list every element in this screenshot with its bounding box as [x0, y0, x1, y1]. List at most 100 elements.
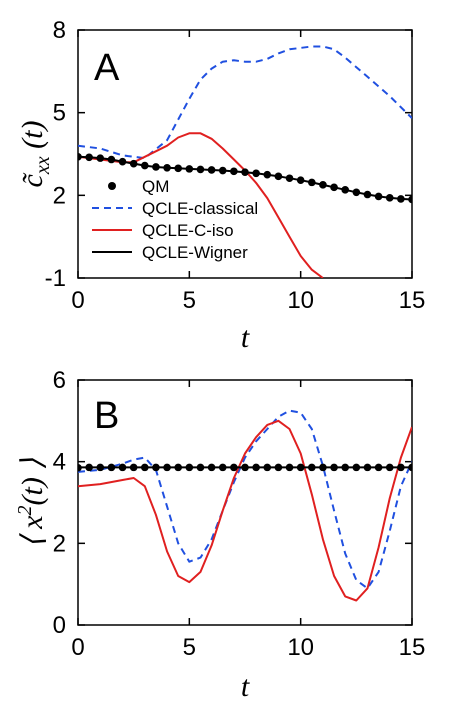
panel-a-plot-frame — [77, 29, 413, 279]
panel-b-ytick-label: 6 — [53, 367, 66, 394]
panel-b-point-qm — [141, 463, 149, 472]
panel-a-point-qm — [330, 183, 338, 192]
panel-a-point-qm — [196, 165, 205, 174]
panel-a-ytick-label: -1 — [45, 265, 66, 292]
panel-b-line-qcle-c-iso — [78, 419, 412, 602]
panel-b-point-qm — [363, 463, 372, 472]
panel-b-xtick-label: 10 — [287, 634, 314, 661]
panel-a-point-qm — [118, 157, 127, 166]
panel-a-point-qm — [252, 169, 260, 178]
panel-a-point-qm — [174, 164, 182, 173]
panel-a-point-qm — [408, 195, 412, 204]
panel-a-point-qm — [129, 159, 138, 168]
panel-b-ytick-label: 2 — [53, 530, 66, 557]
panel-a-xtick-label: 5 — [183, 287, 196, 314]
panel-a-point-qm — [363, 190, 372, 199]
panel-b-point-qm — [385, 463, 394, 472]
panel-a-point-qm — [96, 154, 105, 162]
panel-a-point-qm — [352, 188, 361, 197]
panel-b-point-qm — [330, 463, 338, 472]
panel-b-point-qm — [107, 463, 116, 472]
panel-a-point-qm — [263, 170, 272, 179]
panel-b-ylabel-pre: ⟨ x — [16, 515, 49, 548]
panel-b-point-qm — [397, 463, 405, 472]
panel-b-point-qm — [118, 463, 127, 472]
panel-a-point-qm — [152, 163, 160, 171]
panel-a-point-qm — [319, 181, 327, 189]
legend: QM QCLE-classical QCLE-C-iso QCLE-Wigner — [92, 177, 258, 262]
panel-b-point-qm — [252, 463, 260, 472]
panel-a-ylabel-tail: (t) — [16, 121, 49, 157]
panel-b-ytick-label: 0 — [53, 612, 66, 639]
panel-b-ylabel: ⟨ x2(t) ⟩ — [14, 458, 49, 548]
panel-b-point-qm — [78, 463, 82, 472]
panel-b-point-qm — [352, 463, 361, 472]
panel-b-plot-frame — [77, 379, 413, 626]
panel-b-point-qm — [230, 463, 238, 472]
panel-a-letter: A — [94, 47, 120, 89]
panel-a-series — [78, 45, 412, 278]
panel-a-point-qm — [296, 176, 305, 184]
legend-label-qcle-classical: QCLE-classical — [142, 199, 258, 218]
panel-b-series — [78, 409, 412, 602]
panel-b-point-qm — [296, 463, 305, 472]
panel-a-point-qm — [308, 178, 316, 187]
panel-b-xlabel: t — [241, 670, 250, 703]
panel-a-xlabel: t — [241, 321, 250, 354]
panel-a-ytick-label: 2 — [53, 182, 66, 209]
panel-b-ytick-label: 4 — [53, 449, 66, 476]
panel-a-ytick-label: 5 — [53, 100, 66, 127]
panel-b-point-qm — [96, 463, 105, 472]
panel-a-point-qm — [207, 166, 216, 174]
panel-a-point-qm — [141, 161, 149, 170]
panel-b-xtick-label: 0 — [71, 634, 84, 661]
panel-a-point-qm — [274, 172, 283, 181]
panel-b-point-qm — [207, 463, 216, 472]
panel-a-point-qm — [374, 192, 383, 201]
panel-a-point-qm — [78, 152, 82, 161]
panel-b-point-qm — [341, 463, 350, 472]
panel-a-point-qm — [397, 195, 405, 203]
panel-a-point-qm — [85, 153, 93, 162]
panel-b-point-qm — [374, 463, 383, 472]
panel-b-xtick-label: 15 — [399, 634, 426, 661]
panel-a: A 0 5 10 15 -1 2 5 8 QM QCLE-classical QCLE-C-iso… — [16, 17, 425, 354]
panel-b-point-qm — [218, 463, 227, 472]
panel-b-point-qm — [85, 463, 93, 472]
panel-b-point-qm — [174, 463, 182, 472]
svg-text:c̃xx (t): c̃xx (t) — [16, 121, 54, 188]
panel-b-ticks: 0 5 10 15 0 2 4 6 — [53, 367, 426, 661]
panel-b-point-qm — [129, 463, 138, 472]
panel-a-ylabel-main: c̃ — [16, 173, 49, 188]
panel-b: B 0 5 10 15 0 2 4 6 t ⟨ x2(t) ⟩ — [14, 367, 425, 703]
legend-label-qcle-c-iso: QCLE-C-iso — [142, 221, 234, 240]
panel-b-point-qm — [308, 463, 316, 472]
panel-a-ticks: 0 5 10 15 -1 2 5 8 — [45, 17, 426, 314]
panel-a-point-qm — [163, 163, 171, 172]
panel-a-point-qm — [107, 155, 116, 164]
panel-b-letter: B — [94, 395, 119, 437]
panel-a-ylabel-sub: xx — [32, 156, 54, 175]
panel-b-point-qm — [274, 463, 283, 472]
panel-a-point-qm — [385, 194, 394, 202]
panel-b-point-qm — [241, 463, 249, 472]
panel-a-xtick-label: 0 — [71, 287, 84, 314]
panel-a-point-qm — [241, 168, 249, 176]
panel-b-point-qm — [319, 463, 327, 472]
panel-b-point-qm — [185, 463, 194, 472]
panel-a-point-qm — [185, 165, 194, 173]
panel-b-point-qm — [163, 463, 171, 472]
panel-a-ylabel: c̃xx (t) — [16, 121, 54, 188]
panel-b-point-qm — [152, 463, 160, 472]
panel-b-point-qm — [263, 463, 272, 472]
panel-a-xtick-label: 10 — [287, 287, 314, 314]
legend-label-qcle-wigner: QCLE-Wigner — [142, 243, 248, 262]
panel-a-ytick-label: 8 — [53, 17, 66, 44]
panel-a-point-qm — [341, 186, 350, 194]
panel-b-line-qcle-classical — [78, 409, 412, 590]
legend-label-qm: QM — [142, 177, 169, 196]
panel-a-point-qm — [218, 166, 227, 175]
panel-b-ylabel-sup: 2 — [14, 506, 36, 516]
panel-a-line-qcle-wigner — [78, 155, 412, 201]
